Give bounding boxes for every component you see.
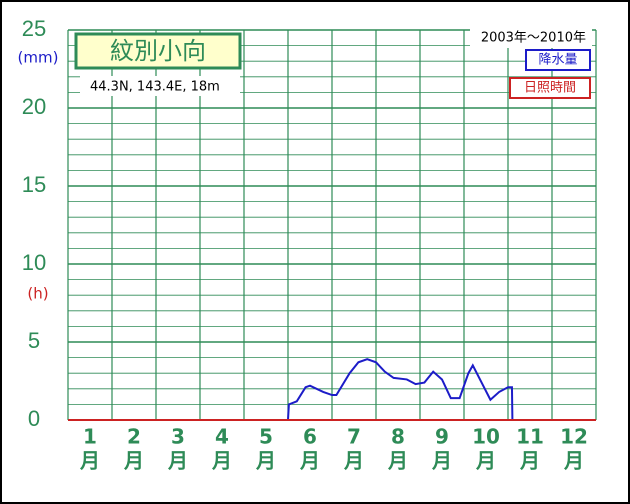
x-tick-label: 3	[171, 425, 185, 449]
x-tick-label: 4	[215, 425, 229, 449]
legend-box	[525, 49, 591, 71]
x-unit: 月	[343, 449, 364, 473]
x-unit: 月	[563, 449, 584, 473]
x-tick-label: 1	[83, 425, 97, 449]
y-tick-label: 10	[22, 250, 46, 275]
legend-label: 降水量	[538, 53, 577, 68]
y2-label: (h)	[27, 285, 48, 303]
y-label: (mm)	[18, 49, 59, 67]
location: 44.3N, 143.4E, 18m	[90, 80, 220, 95]
y-tick-label: 5	[28, 328, 40, 353]
period-bg	[470, 28, 592, 48]
y-tick-label: 0	[28, 406, 40, 431]
x-tick-label: 12	[560, 425, 588, 449]
period: 2003年〜2010年	[481, 31, 586, 46]
location-bg	[80, 76, 240, 96]
x-tick-label: 2	[127, 425, 141, 449]
station-name: 紋別小向	[110, 37, 206, 65]
x-tick-label: 5	[259, 425, 273, 449]
y-tick-label: 15	[22, 172, 46, 197]
x-unit: 月	[211, 449, 232, 473]
data-line	[287, 358, 514, 421]
x-unit: 月	[475, 449, 496, 473]
y-tick-label: 20	[22, 94, 46, 119]
legend-box	[509, 77, 591, 99]
x-unit: 月	[255, 449, 276, 473]
x-tick-label: 6	[303, 425, 317, 449]
legend-label: 日照時間	[524, 81, 576, 96]
x-unit: 月	[123, 449, 144, 473]
x-unit: 月	[387, 449, 408, 473]
x-unit: 月	[79, 449, 100, 473]
x-unit: 月	[519, 449, 540, 473]
x-unit: 月	[299, 449, 320, 473]
x-tick-label: 7	[347, 425, 361, 449]
x-tick-label: 11	[516, 425, 544, 449]
x-tick-label: 8	[391, 425, 405, 449]
x-unit: 月	[167, 449, 188, 473]
x-tick-label: 9	[435, 425, 449, 449]
x-unit: 月	[431, 449, 452, 473]
x-tick-label: 10	[472, 425, 500, 449]
station-box	[74, 32, 242, 70]
y-tick-label: 25	[22, 16, 46, 41]
